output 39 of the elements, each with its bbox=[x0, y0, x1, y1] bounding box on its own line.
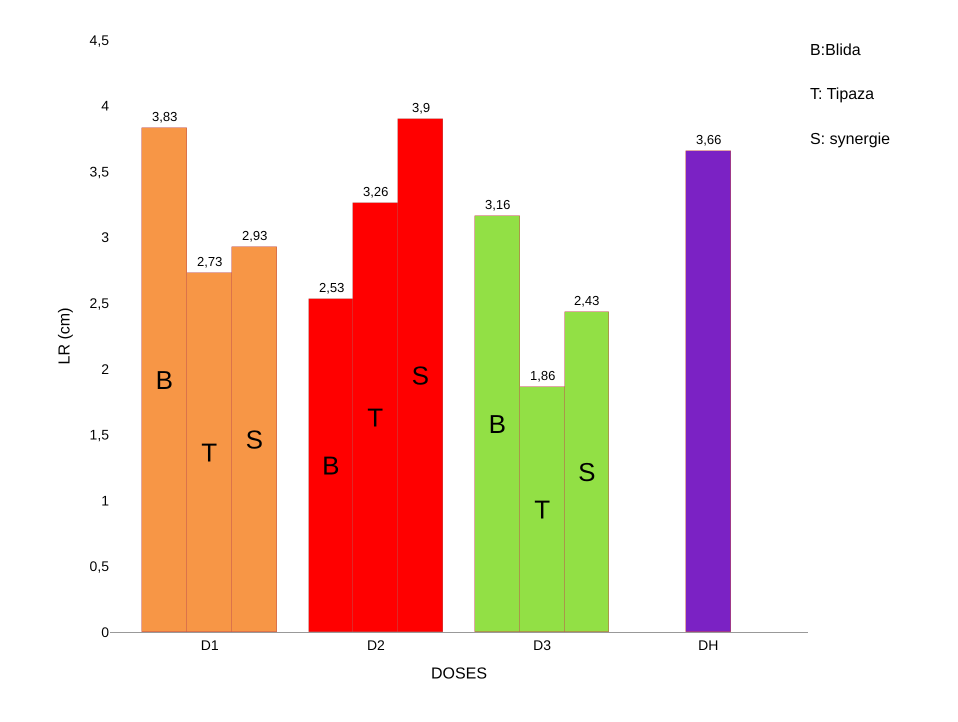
data-label: 2,43 bbox=[574, 293, 600, 308]
y-tick-label: 3 bbox=[101, 229, 110, 246]
y-tick-label: 0,5 bbox=[90, 558, 110, 574]
x-tick-label: D1 bbox=[200, 636, 219, 653]
text: B:Blida bbox=[810, 42, 861, 59]
text: T bbox=[534, 494, 550, 524]
y-tick-label: 2 bbox=[101, 360, 110, 377]
data-label: 3,16 bbox=[485, 197, 510, 212]
y-tick-label: 0 bbox=[101, 624, 110, 640]
y-tick-label: 1 bbox=[101, 492, 110, 508]
data-label: 3,66 bbox=[696, 132, 722, 147]
text: B bbox=[156, 364, 173, 395]
text: S bbox=[412, 360, 429, 390]
y-tick-label: 2,5 bbox=[90, 295, 110, 312]
data-label: 3,26 bbox=[363, 184, 388, 199]
x-tick-label: D2 bbox=[366, 636, 386, 653]
text: B bbox=[488, 408, 506, 439]
data-label: 2,93 bbox=[242, 228, 268, 243]
text: S bbox=[246, 424, 263, 454]
series-label: S bbox=[578, 456, 596, 487]
text: T: Tipaza bbox=[810, 86, 874, 103]
y-tick-label: 4 bbox=[101, 98, 110, 114]
data-label: 2,53 bbox=[319, 280, 344, 295]
y-tick-label: 3,5 bbox=[90, 163, 110, 180]
bar bbox=[686, 150, 731, 632]
text: T bbox=[367, 402, 384, 432]
data-label: 3,83 bbox=[152, 109, 178, 124]
y-tick-label: 1,5 bbox=[90, 426, 110, 443]
data-label: 3,9 bbox=[412, 100, 430, 115]
x-tick-label: D3 bbox=[533, 636, 552, 653]
series-label: B bbox=[322, 450, 340, 480]
data-label: 1,86 bbox=[530, 368, 556, 383]
x-axis-title: DOSES bbox=[430, 666, 488, 682]
x-tick-label: DH bbox=[698, 636, 718, 653]
y-tick-label: 4,5 bbox=[90, 32, 110, 48]
y-axis-title: LR (cm) bbox=[56, 308, 74, 364]
data-label: 2,73 bbox=[197, 254, 222, 269]
text: S: synergie bbox=[810, 131, 890, 148]
series-label: T bbox=[201, 437, 218, 468]
